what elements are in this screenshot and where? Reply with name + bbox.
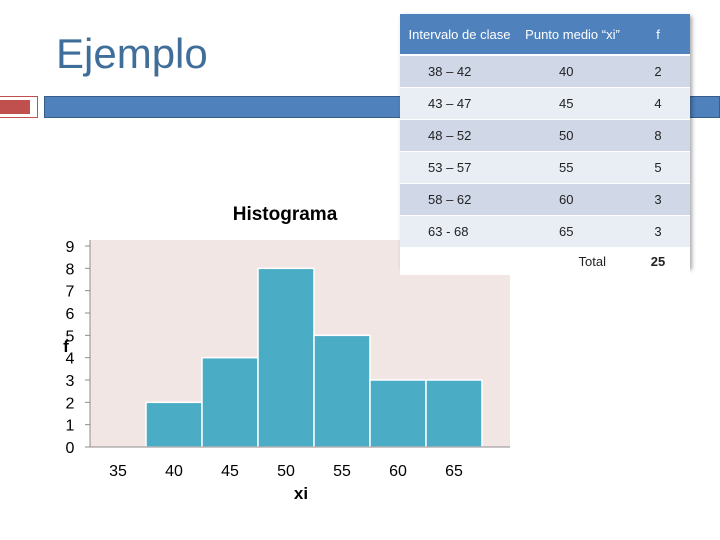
cell-interval: 58 – 62 [400, 183, 519, 216]
x-tick-label: 65 [445, 463, 463, 480]
table-row: 48 – 52 50 8 [400, 119, 690, 152]
cell-interval: 43 – 47 [400, 87, 519, 120]
x-tick-label: 50 [277, 463, 295, 480]
y-tick-label: 3 [66, 373, 75, 390]
cell-frequency: 8 [626, 119, 690, 152]
table-total-row: Total 25 [400, 247, 690, 275]
y-tick-label: 5 [66, 328, 75, 345]
accent-stripe-left-fill [0, 100, 30, 114]
cell-interval: 53 – 57 [400, 151, 519, 184]
slide-title: Ejemplo [56, 30, 208, 77]
cell-midpoint: 55 [519, 151, 626, 184]
histogram-bar [369, 379, 427, 448]
y-tick-label: 7 [66, 284, 75, 301]
cell-interval: 38 – 42 [400, 55, 519, 88]
histogram-bar [313, 334, 371, 448]
y-tick-label: 6 [66, 306, 75, 323]
histogram-bar [201, 356, 259, 448]
frequency-table-container: Intervalo de clase Punto medio “xi” f 38… [400, 14, 690, 275]
header-midpoint: Punto medio “xi” [519, 14, 626, 56]
y-tick-label: 2 [66, 395, 75, 412]
table-row: 63 - 68 65 3 [400, 215, 690, 248]
table-header-row: Intervalo de clase Punto medio “xi” f [400, 14, 690, 56]
x-tick-label: 55 [333, 463, 351, 480]
total-label: Total [400, 247, 626, 275]
cell-midpoint: 65 [519, 215, 626, 248]
cell-frequency: 5 [626, 151, 690, 184]
x-axis-label: xi [294, 484, 308, 503]
y-tick-label: 9 [66, 239, 75, 256]
cell-midpoint: 50 [519, 119, 626, 152]
chart-title: Histograma [233, 204, 338, 225]
histogram-bar [145, 401, 203, 448]
header-interval: Intervalo de clase [400, 14, 519, 56]
table-row: 38 – 42 40 2 [400, 55, 690, 88]
total-value: 25 [626, 247, 690, 275]
cell-frequency: 4 [626, 87, 690, 120]
cell-frequency: 3 [626, 183, 690, 216]
cell-frequency: 3 [626, 215, 690, 248]
y-tick-label: 1 [66, 418, 75, 435]
cell-midpoint: 45 [519, 87, 626, 120]
cell-frequency: 2 [626, 55, 690, 88]
y-tick-label: 0 [66, 440, 75, 457]
x-tick-label: 45 [221, 463, 239, 480]
table-row: 58 – 62 60 3 [400, 183, 690, 216]
cell-interval: 63 - 68 [400, 215, 519, 248]
histogram-bar [257, 267, 315, 448]
cell-interval: 48 – 52 [400, 119, 519, 152]
y-axis-label: f [63, 337, 69, 356]
table-row: 53 – 57 55 5 [400, 151, 690, 184]
cell-midpoint: 60 [519, 183, 626, 216]
x-tick-label: 35 [109, 463, 127, 480]
x-tick-label: 40 [165, 463, 183, 480]
histogram-bar [425, 379, 483, 448]
y-tick-label: 8 [66, 261, 75, 278]
frequency-table: Intervalo de clase Punto medio “xi” f 38… [400, 14, 690, 275]
x-tick-label: 60 [389, 463, 407, 480]
y-tick-label: 4 [66, 351, 75, 368]
cell-midpoint: 40 [519, 55, 626, 88]
table-row: 43 – 47 45 4 [400, 87, 690, 120]
header-frequency: f [626, 14, 690, 56]
